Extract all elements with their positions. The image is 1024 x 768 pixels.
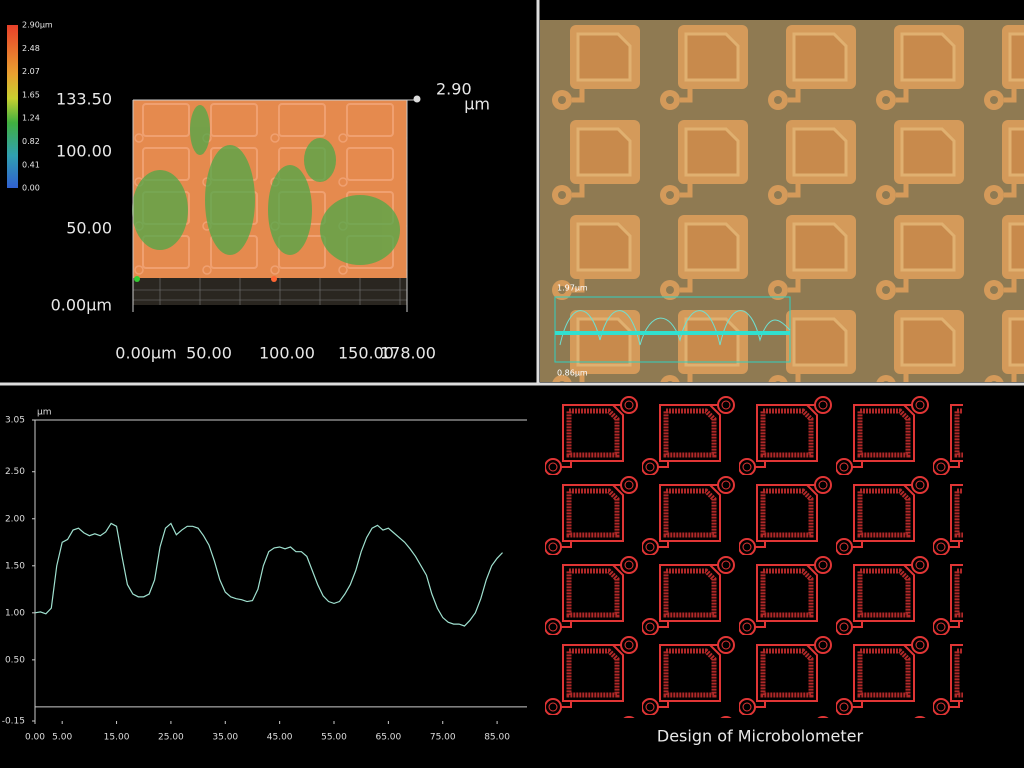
marker-start	[134, 276, 140, 282]
profile-bottom-label: 0.86µm	[557, 369, 588, 378]
marker-end	[271, 276, 277, 282]
surface-x-label: 178.00	[380, 344, 436, 363]
profile-line	[34, 522, 503, 627]
max-value: 2.90	[436, 80, 472, 99]
surface-y-label: 133.50	[56, 90, 112, 109]
colorbar-label: 2.48	[22, 44, 40, 53]
max-marker	[413, 95, 421, 103]
max-unit: µm	[464, 95, 490, 114]
y-axis-label: µm	[37, 408, 52, 418]
y-tick-label: 1.50	[5, 561, 25, 571]
surface-base	[133, 278, 407, 305]
surface-axes	[132, 99, 418, 312]
colorbar-label: 1.65	[22, 90, 40, 99]
surface-x-label: 50.00	[186, 344, 232, 363]
colorbar-label: 1.24	[22, 114, 40, 123]
colorbar-labels: 2.90µm 2.48 2.07 1.65 1.24 0.82 0.41 0.00	[22, 21, 53, 193]
surface-y-label: 50.00	[66, 219, 112, 238]
x-tick-label: 65.00	[375, 733, 401, 743]
profile-top-label: 1.97µm	[557, 284, 588, 293]
x-tick-label: 45.00	[267, 733, 293, 743]
profile-trace	[559, 310, 791, 346]
surface-y-label: 0.00µm	[51, 296, 112, 315]
x-tick-label: 75.00	[430, 733, 456, 743]
profile-chart: µm -0.15 0.50 1.00 1.50 2.00 2.50 3.05 0.00 5.00…	[2, 408, 527, 743]
colorbar	[7, 25, 18, 188]
x-tick-label: 85.00	[484, 733, 510, 743]
y-tick-label: 1.00	[5, 608, 25, 618]
colorbar-label: 0.41	[22, 160, 40, 169]
design-panel: Design of Microbolometer	[545, 395, 963, 746]
y-tick-label: 0.50	[5, 655, 25, 665]
surface-x-label: 0.00µm	[115, 344, 176, 363]
colorbar-label: 0.82	[22, 137, 40, 146]
x-tick-label: 35.00	[212, 733, 238, 743]
y-tick-label: 2.00	[5, 514, 25, 524]
colorbar-label: 0.00	[22, 184, 40, 193]
surface-y-label: 100.00	[56, 142, 112, 161]
design-layout	[545, 395, 963, 718]
y-tick-label: 3.05	[5, 416, 25, 426]
surface-x-label: 100.00	[259, 344, 315, 363]
x-tick-label: 55.00	[321, 733, 347, 743]
surface-x-label: 150.00	[338, 344, 394, 363]
surface-y-labels: 133.50 100.00 50.00 0.00µm	[51, 90, 112, 315]
y-tick-label: -0.15	[2, 717, 25, 727]
y-tick-label: 2.50	[5, 467, 25, 477]
x-tick-label: 25.00	[158, 733, 184, 743]
colorbar-label: 2.07	[22, 67, 40, 76]
x-tick-label: 5.00	[52, 733, 72, 743]
x-tick-label: 0.00	[25, 733, 45, 743]
micrograph-panel: 1.97µm 0.86µm	[540, 0, 1024, 382]
micrograph	[540, 20, 1024, 382]
surface-grid	[133, 278, 407, 305]
colorbar-label: 2.90µm	[22, 21, 53, 30]
design-caption: Design of Microbolometer	[657, 727, 864, 746]
surface-low-regions	[132, 105, 400, 265]
x-tick-label: 15.00	[104, 733, 130, 743]
